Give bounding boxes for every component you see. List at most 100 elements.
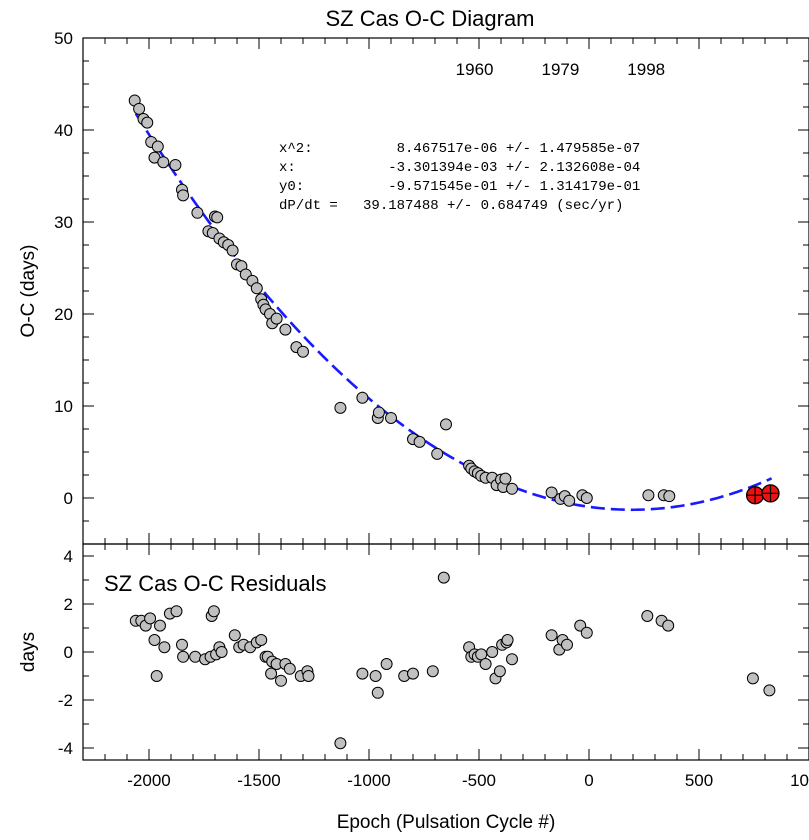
residual-point <box>176 638 188 651</box>
residual-point <box>265 667 278 680</box>
residual-point <box>228 629 241 642</box>
residual-point <box>144 612 157 625</box>
observation-point <box>642 489 655 502</box>
residual-point <box>369 670 382 682</box>
observation-point <box>169 158 182 171</box>
x-tick-label: 0 <box>584 771 593 790</box>
residual-point <box>506 653 518 666</box>
residual-point <box>380 658 393 670</box>
observation-point <box>372 406 385 419</box>
residual-point <box>746 672 759 685</box>
observation-point <box>506 482 518 495</box>
top-y-tick-label: 20 <box>54 305 73 324</box>
bottom-y-tick-label: 2 <box>64 595 73 614</box>
residual-point <box>283 662 296 675</box>
residual-point <box>356 667 369 680</box>
top-y-tick-labels: 0 10 20 30 40 50 <box>54 29 73 508</box>
year-label: 1960 <box>456 60 494 79</box>
observation-point <box>563 494 576 507</box>
residual-point <box>479 658 492 670</box>
residual-point <box>215 646 228 658</box>
residual-point <box>426 665 439 678</box>
observation-point <box>297 345 309 358</box>
bottom-y-axis-label: days <box>18 632 39 672</box>
chart-title: SZ Cas O-C Diagram <box>325 6 534 31</box>
top-panel-frame <box>82 37 809 545</box>
top-y-tick-label: 10 <box>54 397 73 416</box>
top-y-axis-label: O-C (days) <box>18 245 39 338</box>
fit-results: x^2: 8.467517e-06 +/- 1.479585e-07 x: -3… <box>279 141 640 214</box>
x-axis-label: Epoch (Pulsation Cycle #) <box>337 812 556 833</box>
x-tick-label: -2000 <box>127 771 170 790</box>
x-tick-label: 500 <box>685 771 713 790</box>
residual-point <box>641 610 654 622</box>
top-y-tick-label: 50 <box>54 29 73 48</box>
residual-point <box>177 650 190 663</box>
top-y-tick-label: 30 <box>54 213 73 232</box>
residual-point <box>170 605 183 618</box>
observation-point <box>440 418 452 431</box>
observation-point <box>663 490 676 503</box>
observation-point <box>356 391 369 404</box>
observation-point <box>157 156 170 169</box>
residual-point <box>407 667 419 680</box>
observation-point <box>177 189 190 202</box>
observation-point <box>226 244 239 257</box>
bottom-y-tick-label: -2 <box>58 691 73 710</box>
top-points-group <box>128 94 780 507</box>
top-y-tick-label: 40 <box>54 121 73 140</box>
x-tick-labels: -2000 -1500 -1000 -500 0 500 1000 <box>127 771 809 790</box>
bottom-points-group <box>129 571 776 750</box>
residual-point <box>189 650 202 663</box>
x-tick-label: -500 <box>462 771 496 790</box>
observation-point <box>250 282 263 295</box>
residual-point <box>763 684 776 697</box>
top-panel-ticks <box>83 37 809 545</box>
residual-point <box>662 619 675 632</box>
x-tick-label: 1000 <box>790 771 809 790</box>
fit-line-dpdt: dP/dt = 39.187488 +/- 0.684749 (sec/yr) <box>279 198 623 214</box>
bottom-y-tick-labels: -4 -2 0 2 4 <box>58 547 73 758</box>
bottom-y-tick-label: 4 <box>64 547 73 566</box>
residuals-title: SZ Cas O-C Residuals <box>104 571 327 596</box>
observation-point <box>151 140 164 153</box>
observation-point <box>499 472 512 485</box>
observation-point <box>385 411 397 424</box>
year-label: 1979 <box>541 60 579 79</box>
year-labels: 1960 1979 1998 <box>456 60 665 79</box>
residual-point <box>437 571 450 584</box>
observation-point <box>413 435 426 448</box>
residual-point <box>371 686 384 699</box>
residual-point <box>255 634 268 646</box>
fit-line-x: x: -3.301394e-03 +/- 2.132608e-04 <box>279 160 640 176</box>
bottom-y-tick-label: -4 <box>58 739 73 758</box>
residual-point <box>334 737 347 750</box>
top-y-tick-label: 0 <box>64 489 73 508</box>
observation-point <box>191 206 204 219</box>
x-tick-label: -1500 <box>237 771 280 790</box>
observation-point <box>545 486 558 499</box>
residual-point <box>486 646 499 658</box>
residual-point <box>475 648 488 661</box>
residual-point <box>150 670 163 682</box>
observation-point <box>431 447 444 460</box>
x-tick-label: -1000 <box>347 771 390 790</box>
year-label: 1998 <box>627 60 665 79</box>
residual-point <box>501 634 514 646</box>
residual-point <box>275 674 287 687</box>
observation-point <box>133 102 146 115</box>
residual-point <box>154 619 166 632</box>
residual-point <box>561 638 573 651</box>
bottom-panel-ticks <box>83 544 809 760</box>
observation-point <box>141 116 154 129</box>
residual-point <box>207 605 220 618</box>
residual-point <box>158 641 171 654</box>
observation-point <box>211 211 224 224</box>
residual-point <box>493 665 506 678</box>
observation-point <box>334 401 347 414</box>
observation-point <box>279 323 292 336</box>
residual-point <box>580 626 593 639</box>
residual-point <box>545 629 558 642</box>
fit-line-y0: y0: -9.571545e-01 +/- 1.314179e-01 <box>279 179 640 195</box>
